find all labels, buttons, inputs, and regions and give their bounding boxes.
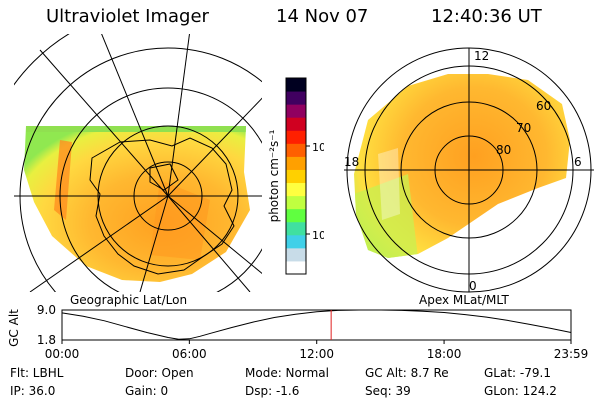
- observation-time: 12:40:36 UT: [431, 6, 542, 27]
- mlt-polar-panel: 12 18 6 0 60 70 80: [344, 47, 594, 293]
- colorbar-tick-10: 10: [312, 229, 324, 242]
- colorbar-segment: [286, 208, 306, 223]
- mlt-label-18: 18: [344, 155, 359, 169]
- info-gain: Gain: 0: [125, 384, 169, 398]
- mlt-label-6: 6: [574, 155, 582, 169]
- timeline-y-tick-label: 9.0: [37, 303, 56, 317]
- colorbar-segment: [286, 143, 306, 157]
- colorbar-segment: [286, 234, 306, 249]
- info-glat: GLat: -79.1: [484, 366, 551, 380]
- timeline-x-tick-label: 23:59: [554, 347, 589, 361]
- colorbar-segment: [286, 247, 306, 262]
- altitude-series-line: [61, 309, 572, 340]
- colorbar-segment: [286, 260, 306, 275]
- colorbar-segment: [286, 130, 306, 144]
- colorbar-segment: [286, 117, 306, 131]
- timeline-ylabel: GC Alt: [7, 309, 21, 347]
- mlat-label-70: 70: [516, 121, 531, 135]
- mlat-label-60: 60: [536, 99, 551, 113]
- colorbar-segment: [286, 78, 306, 92]
- colorbar-segment: [286, 195, 306, 210]
- colorbar-segment: [286, 91, 306, 105]
- info-door: Door: Open: [125, 366, 194, 380]
- info-ip: IP: 36.0: [10, 384, 56, 398]
- timeline-x-tick-label: 06:00: [172, 347, 207, 361]
- mlt-panel-label: Apex MLat/MLT: [419, 293, 509, 307]
- info-mode: Mode: Normal: [245, 366, 329, 380]
- colorbar-segment: [286, 221, 306, 236]
- timeline-x-tick-label: 12:00: [299, 347, 334, 361]
- geo-panel-label: Geographic Lat/Lon: [70, 293, 188, 307]
- info-filter: Flt: LBHL: [10, 366, 64, 380]
- info-gc-alt: GC Alt: 8.7 Re: [365, 366, 449, 380]
- info-seq: Seq: 39: [365, 384, 411, 398]
- coastline: [89, 137, 235, 275]
- instrument-title: Ultraviolet Imager: [46, 6, 209, 27]
- colorbar-segment: [286, 169, 306, 184]
- info-glon: GLon: 124.2: [484, 384, 557, 398]
- mlt-label-12: 12: [474, 49, 489, 63]
- geographic-image-panel: [14, 34, 262, 292]
- colorbar-unit-label: photon cm⁻²s⁻¹: [267, 129, 281, 222]
- mlt-label-0: 0: [469, 279, 477, 293]
- colorbar: 100 10 photon cm⁻²s⁻¹: [267, 77, 324, 275]
- timeline-y-tick-label: 1.8: [37, 333, 56, 347]
- timeline-plot-frame: [61, 309, 572, 341]
- colorbar-segment: [286, 156, 306, 170]
- mlat-label-80: 80: [496, 143, 511, 157]
- timeline-x-tick-label: 18:00: [427, 347, 462, 361]
- info-dsp: Dsp: -1.6: [245, 384, 300, 398]
- colorbar-tick-100: 100: [312, 141, 324, 154]
- altitude-timeline-chart: GC Alt 9.0 1.8 00:00 06:00 12:00 18:00 23:59: [7, 303, 589, 361]
- timeline-x-tick-label: 00:00: [45, 347, 80, 361]
- colorbar-segment: [286, 182, 306, 197]
- colorbar-segment: [286, 104, 306, 118]
- observation-date: 14 Nov 07: [276, 6, 369, 27]
